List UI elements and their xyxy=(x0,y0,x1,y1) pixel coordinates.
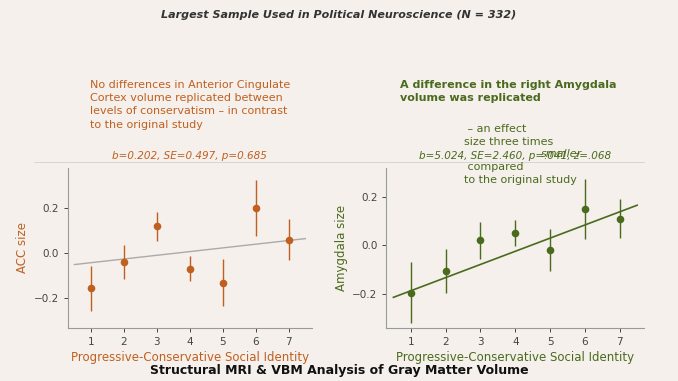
Text: No differences in Anterior Cingulate
Cortex volume replicated between
levels of : No differences in Anterior Cingulate Cor… xyxy=(89,80,290,130)
Text: – an effect
size three times: – an effect size three times xyxy=(464,124,553,147)
X-axis label: Progressive-Conservative Social Identity: Progressive-Conservative Social Identity xyxy=(396,351,635,364)
Text: b=0.202, SE=0.497, p=0.685: b=0.202, SE=0.497, p=0.685 xyxy=(113,151,267,161)
Y-axis label: Amygdala size: Amygdala size xyxy=(335,205,348,291)
Text: b=5.024, SE=2.460, p=.041, z=.068: b=5.024, SE=2.460, p=.041, z=.068 xyxy=(419,151,612,161)
Text: A difference in the right Amygdala
volume was replicated: A difference in the right Amygdala volum… xyxy=(400,80,617,103)
Text: Largest Sample Used in Political Neuroscience (N = 332): Largest Sample Used in Political Neurosc… xyxy=(161,10,517,19)
X-axis label: Progressive-Conservative Social Identity: Progressive-Conservative Social Identity xyxy=(71,351,309,364)
Text: Structural MRI & VBM Analysis of Gray Matter Volume: Structural MRI & VBM Analysis of Gray Ma… xyxy=(150,364,528,377)
Text: smaller: smaller xyxy=(541,149,582,158)
Y-axis label: ACC size: ACC size xyxy=(16,222,29,273)
Text: compared
to the original study: compared to the original study xyxy=(464,162,577,185)
